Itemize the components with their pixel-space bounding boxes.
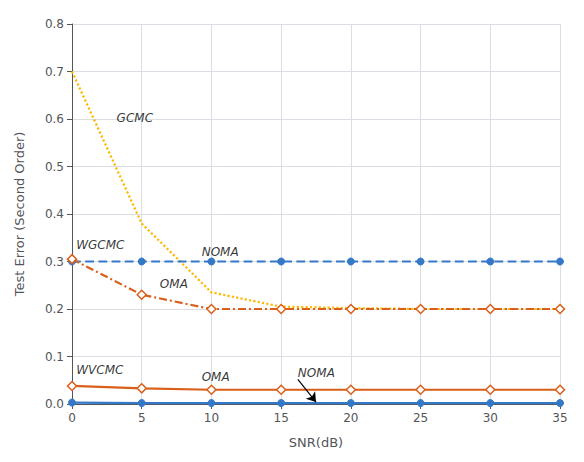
svg-text:OMA: OMA <box>202 370 230 384</box>
svg-text:WVCMC: WVCMC <box>76 363 124 377</box>
svg-text:NOMA: NOMA <box>298 366 335 380</box>
svg-text:0.0: 0.0 <box>45 397 64 411</box>
svg-text:NOMA: NOMA <box>202 245 239 259</box>
svg-text:0.2: 0.2 <box>45 302 64 316</box>
svg-text:0.7: 0.7 <box>45 65 64 79</box>
svg-text:20: 20 <box>343 411 358 425</box>
svg-text:35: 35 <box>552 411 567 425</box>
svg-text:0.5: 0.5 <box>45 160 64 174</box>
svg-text:OMA: OMA <box>160 277 188 291</box>
svg-text:0.6: 0.6 <box>45 112 64 126</box>
svg-text:15: 15 <box>274 411 289 425</box>
svg-text:0.4: 0.4 <box>45 207 64 221</box>
svg-text:25: 25 <box>413 411 428 425</box>
svg-text:10: 10 <box>204 411 219 425</box>
svg-text:SNR(dB): SNR(dB) <box>289 435 343 450</box>
svg-text:GCMC: GCMC <box>117 111 154 125</box>
svg-text:0.1: 0.1 <box>45 350 64 364</box>
svg-text:5: 5 <box>138 411 146 425</box>
svg-text:WGCMC: WGCMC <box>76 238 125 252</box>
svg-text:30: 30 <box>483 411 498 425</box>
svg-text:0.3: 0.3 <box>45 255 64 269</box>
svg-text:0.8: 0.8 <box>45 17 64 31</box>
svg-text:0: 0 <box>68 411 76 425</box>
svg-text:Test Error (Second Order): Test Error (Second Order) <box>12 132 27 298</box>
